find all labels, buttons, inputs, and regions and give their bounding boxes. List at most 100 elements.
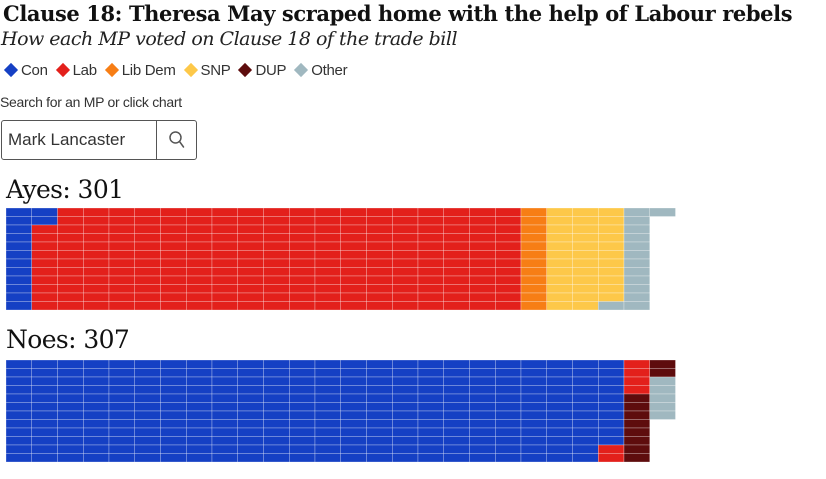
mp-cell-lib-dem[interactable] (520, 301, 547, 311)
mp-cell-lab[interactable] (392, 241, 419, 251)
mp-cell-snp[interactable] (598, 284, 625, 294)
mp-cell-con[interactable] (237, 385, 264, 395)
mp-cell-con[interactable] (546, 393, 573, 403)
mp-cell-lab[interactable] (57, 216, 84, 226)
mp-cell-lab[interactable] (495, 216, 522, 226)
mp-cell-snp[interactable] (546, 208, 573, 217)
mp-cell-con[interactable] (134, 360, 161, 369)
mp-cell-lab[interactable] (160, 258, 187, 268)
mp-cell-dup[interactable] (623, 436, 650, 446)
mp-cell-lab[interactable] (57, 224, 84, 234)
mp-cell-lab[interactable] (160, 224, 187, 234)
mp-cell-lab[interactable] (186, 292, 213, 302)
mp-cell-con[interactable] (314, 368, 341, 378)
mp-cell-snp[interactable] (546, 258, 573, 268)
mp-cell-con[interactable] (263, 419, 290, 429)
mp-cell-con[interactable] (443, 427, 470, 437)
mp-cell-con[interactable] (6, 301, 32, 311)
ayes-waffle-chart[interactable] (6, 208, 810, 312)
mp-cell-lab[interactable] (340, 284, 367, 294)
mp-cell-con[interactable] (443, 385, 470, 395)
mp-cell-con[interactable] (186, 376, 213, 386)
mp-cell-con[interactable] (314, 419, 341, 429)
mp-cell-con[interactable] (366, 360, 393, 369)
mp-cell-lab[interactable] (417, 267, 444, 277)
mp-cell-lab[interactable] (57, 267, 84, 277)
mp-cell-con[interactable] (289, 402, 316, 412)
mp-cell-other[interactable] (623, 224, 650, 234)
mp-cell-con[interactable] (160, 410, 187, 420)
mp-cell-con[interactable] (289, 360, 316, 369)
mp-cell-snp[interactable] (598, 275, 625, 285)
mp-cell-con[interactable] (211, 376, 238, 386)
mp-cell-lab[interactable] (340, 233, 367, 243)
mp-cell-con[interactable] (108, 385, 135, 395)
mp-cell-lab[interactable] (237, 250, 264, 260)
mp-cell-con[interactable] (340, 419, 367, 429)
mp-cell-con[interactable] (263, 444, 290, 454)
mp-cell-con[interactable] (417, 410, 444, 420)
mp-cell-con[interactable] (340, 410, 367, 420)
mp-cell-con[interactable] (443, 453, 470, 463)
mp-cell-con[interactable] (57, 410, 84, 420)
mp-cell-lab[interactable] (237, 301, 264, 311)
mp-cell-con[interactable] (6, 267, 32, 277)
mp-cell-snp[interactable] (598, 267, 625, 277)
mp-cell-lab[interactable] (237, 275, 264, 285)
mp-cell-con[interactable] (546, 402, 573, 412)
mp-cell-lab[interactable] (108, 208, 135, 217)
mp-cell-con[interactable] (108, 368, 135, 378)
mp-cell-lab[interactable] (263, 284, 290, 294)
mp-cell-lab[interactable] (31, 241, 58, 251)
mp-cell-con[interactable] (31, 444, 58, 454)
mp-cell-con[interactable] (314, 427, 341, 437)
mp-cell-con[interactable] (6, 410, 32, 420)
mp-cell-con[interactable] (186, 368, 213, 378)
mp-cell-lab[interactable] (443, 258, 470, 268)
mp-cell-con[interactable] (83, 419, 110, 429)
mp-cell-lab[interactable] (57, 208, 84, 217)
mp-cell-con[interactable] (186, 427, 213, 437)
mp-cell-con[interactable] (572, 436, 599, 446)
mp-cell-lab[interactable] (211, 284, 238, 294)
mp-cell-con[interactable] (211, 368, 238, 378)
mp-cell-con[interactable] (108, 402, 135, 412)
mp-cell-con[interactable] (598, 436, 625, 446)
mp-cell-lab[interactable] (289, 241, 316, 251)
mp-cell-lab[interactable] (134, 216, 161, 226)
mp-cell-lab[interactable] (263, 258, 290, 268)
mp-cell-con[interactable] (31, 402, 58, 412)
mp-cell-con[interactable] (314, 360, 341, 369)
mp-cell-snp[interactable] (598, 233, 625, 243)
mp-cell-con[interactable] (31, 393, 58, 403)
mp-cell-con[interactable] (598, 402, 625, 412)
mp-cell-lab[interactable] (237, 292, 264, 302)
mp-cell-con[interactable] (314, 385, 341, 395)
mp-cell-con[interactable] (108, 453, 135, 463)
mp-cell-lab[interactable] (31, 233, 58, 243)
mp-cell-lab[interactable] (237, 267, 264, 277)
mp-cell-lab[interactable] (469, 275, 496, 285)
mp-cell-con[interactable] (6, 360, 32, 369)
mp-cell-con[interactable] (186, 360, 213, 369)
mp-cell-con[interactable] (443, 436, 470, 446)
mp-cell-con[interactable] (211, 453, 238, 463)
search-button[interactable] (156, 121, 196, 159)
mp-cell-con[interactable] (572, 385, 599, 395)
mp-cell-con[interactable] (237, 393, 264, 403)
mp-cell-lab[interactable] (417, 258, 444, 268)
mp-cell-con[interactable] (392, 376, 419, 386)
mp-cell-con[interactable] (289, 427, 316, 437)
mp-cell-lab[interactable] (392, 258, 419, 268)
mp-cell-lab[interactable] (417, 208, 444, 217)
mp-cell-con[interactable] (572, 444, 599, 454)
mp-cell-con[interactable] (340, 444, 367, 454)
mp-cell-con[interactable] (6, 402, 32, 412)
mp-cell-lab[interactable] (211, 216, 238, 226)
mp-cell-con[interactable] (237, 453, 264, 463)
mp-cell-lab[interactable] (289, 258, 316, 268)
mp-cell-con[interactable] (83, 360, 110, 369)
mp-cell-con[interactable] (572, 427, 599, 437)
mp-cell-lab[interactable] (314, 241, 341, 251)
mp-cell-lab[interactable] (263, 208, 290, 217)
